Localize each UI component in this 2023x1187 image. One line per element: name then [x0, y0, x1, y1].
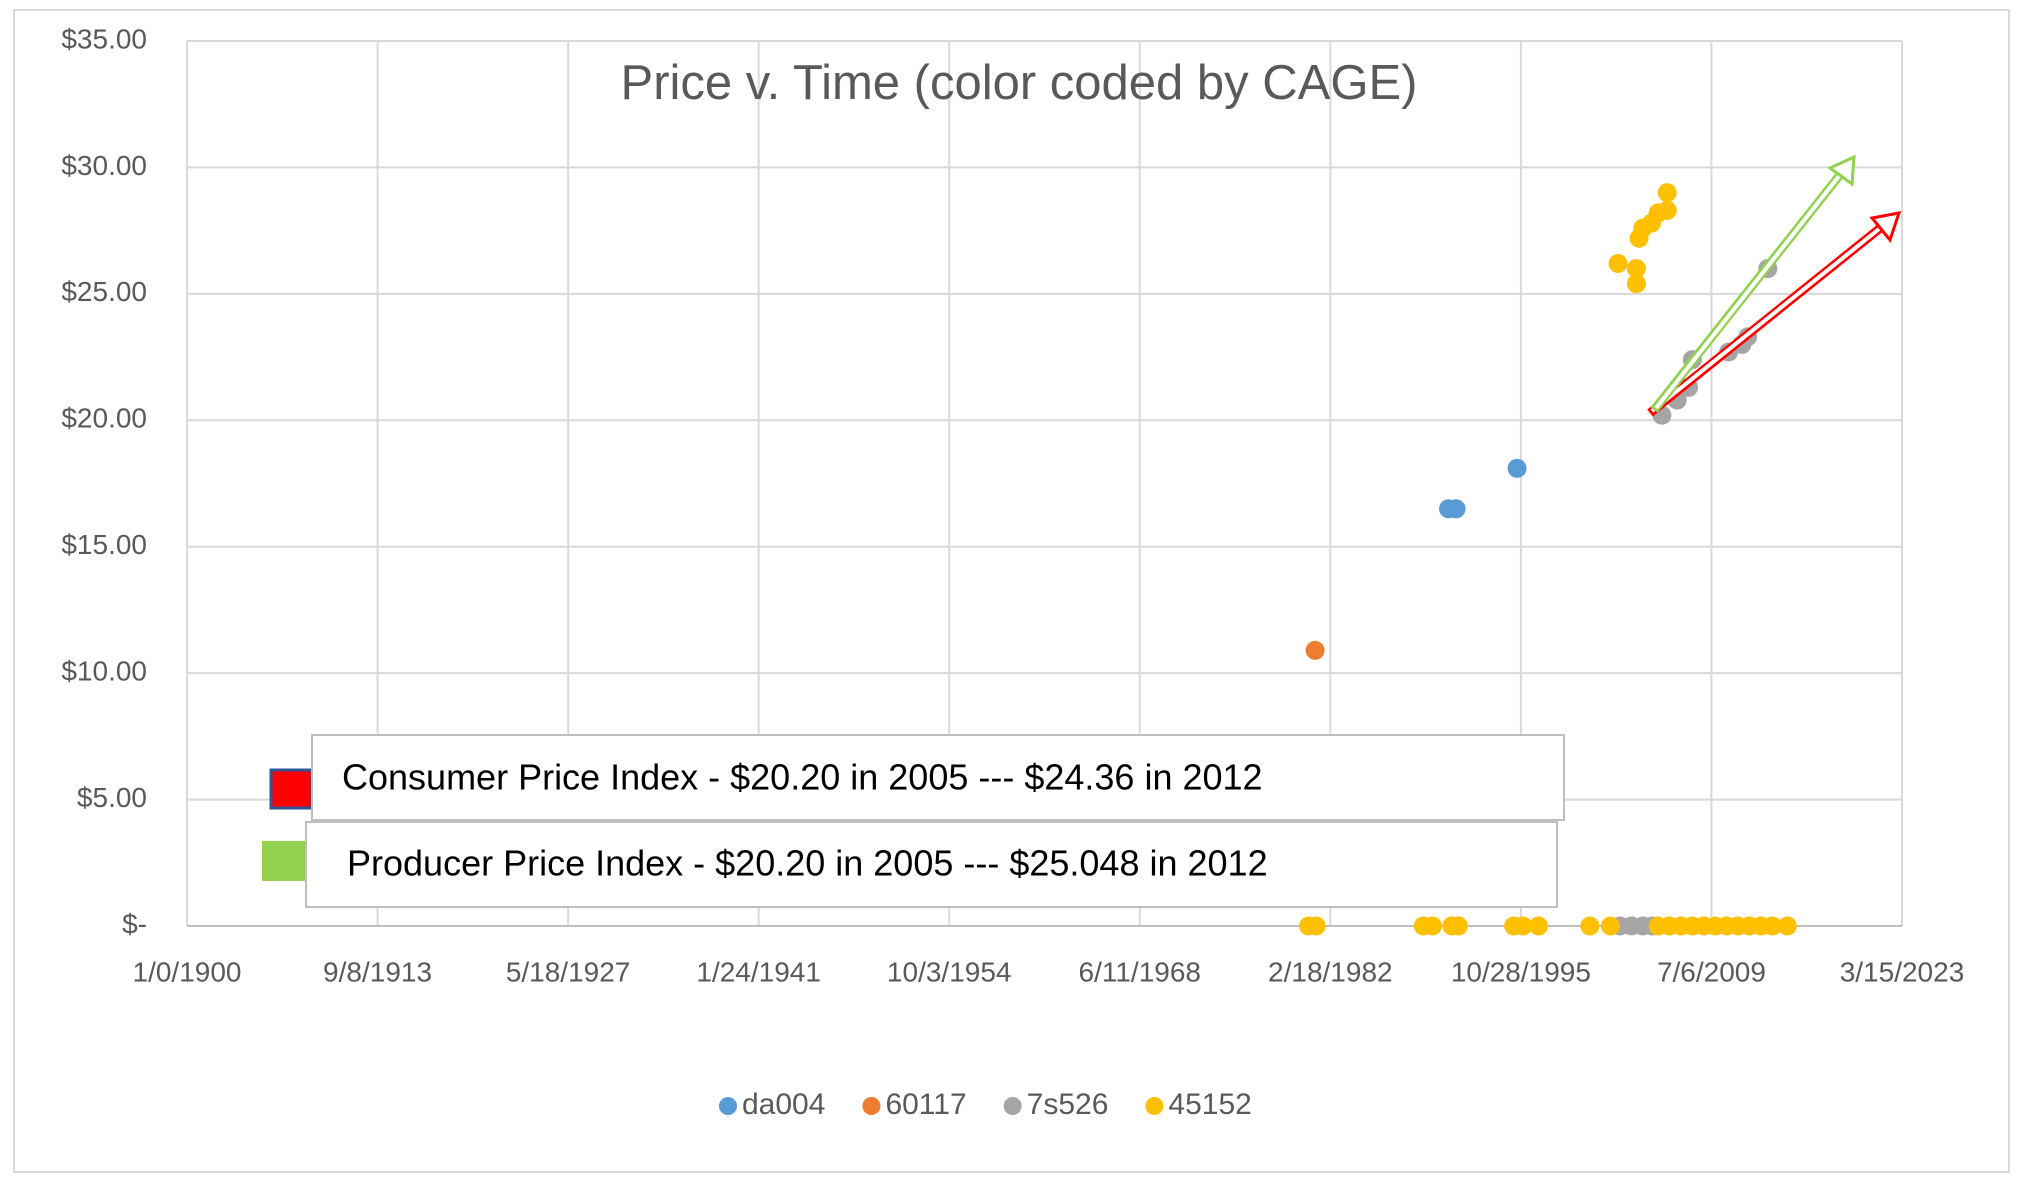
point: [1305, 640, 1325, 660]
legend: da004 60117 7s526 45152: [719, 1088, 1252, 1121]
annotation: Producer Price Index - $20.20 in 2005 --…: [347, 843, 1268, 884]
legend-label: 7s526: [1027, 1088, 1109, 1121]
legend-label: da004: [742, 1088, 825, 1121]
x-tick-label: 9/8/1913: [323, 956, 432, 987]
y-tick-label: $30.00: [61, 150, 147, 181]
x-tick-label: 1/0/1900: [133, 956, 242, 987]
x-tick-label: 10/3/1954: [887, 956, 1012, 987]
point: [1657, 183, 1677, 203]
point: [1448, 916, 1468, 936]
cpi-swatch: [269, 768, 314, 810]
arrow-ppi: [1650, 154, 1856, 413]
point: [1762, 916, 1782, 936]
legend-label: 45152: [1168, 1088, 1251, 1121]
x-tick-label: 3/15/2023: [1840, 956, 1965, 987]
chart-frame: [13, 9, 2010, 1173]
point: [1446, 499, 1466, 519]
point: [1657, 200, 1677, 220]
annotation-box: [305, 821, 1558, 908]
x-tick-label: 2/18/1982: [1268, 956, 1393, 987]
x-tick-label: 7/6/2009: [1657, 956, 1766, 987]
arrow-cpi: [1647, 211, 1902, 417]
point: [1422, 916, 1442, 936]
grid: $- $5.00 $10.00 $15.00 $20.00 $25.00 $30.00 $35…: [61, 23, 1964, 987]
y-tick-label: $10.00: [61, 656, 147, 687]
y-tick-label: $20.00: [61, 403, 147, 434]
chart-title: Price v. Time (color coded by CAGE): [621, 56, 1418, 110]
marks: [1299, 183, 1797, 936]
point: [1777, 916, 1797, 936]
point: [1513, 916, 1533, 936]
point: [1580, 916, 1600, 936]
legend-marker: [1003, 1097, 1022, 1115]
annotation-box: [311, 734, 1565, 821]
x-tick-label: 10/28/1995: [1451, 956, 1591, 987]
y-tick-label: $-: [122, 908, 147, 939]
point: [1507, 458, 1527, 478]
legend-label: 60117: [885, 1088, 966, 1121]
legend-marker: [719, 1097, 737, 1115]
point: [1600, 916, 1620, 936]
y-tick-label: $35.00: [61, 23, 147, 54]
annotation: Consumer Price Index - $20.20 in 2005 --…: [342, 757, 1263, 798]
point: [1528, 916, 1548, 936]
x-tick-label: 6/11/1968: [1079, 956, 1202, 987]
legend-marker: [862, 1097, 881, 1115]
y-tick-label: $5.00: [77, 782, 147, 813]
point: [1626, 274, 1646, 294]
point: [1608, 254, 1628, 274]
point: [1626, 259, 1646, 279]
y-tick-label: $15.00: [61, 529, 147, 560]
x-tick-label: 5/18/1927: [506, 956, 631, 987]
y-tick-label: $25.00: [61, 276, 147, 307]
point: [1306, 916, 1326, 936]
x-tick-label: 1/24/1941: [696, 956, 821, 987]
ppi-swatch: [262, 841, 306, 881]
legend-marker: [1145, 1097, 1164, 1115]
